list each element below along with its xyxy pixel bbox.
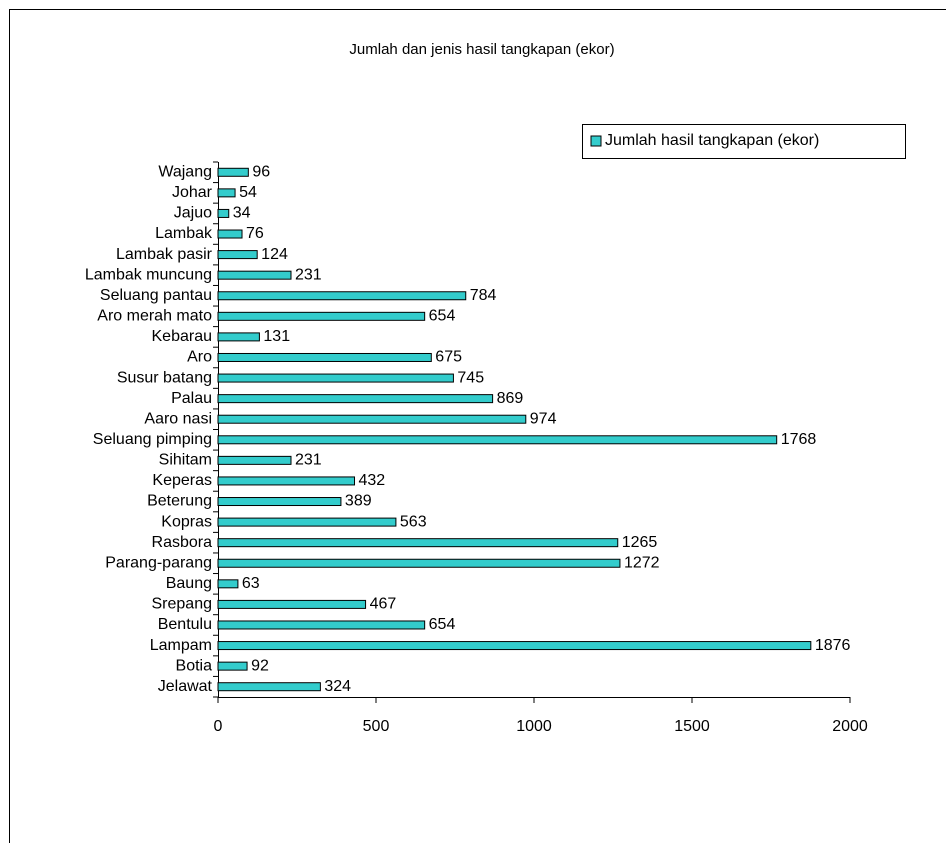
data-label: 131 (263, 328, 290, 345)
y-tick-label: Srepang (152, 596, 213, 613)
y-tick-label: Aro (187, 349, 212, 366)
x-tick-label: 1500 (674, 718, 710, 735)
bar (217, 476, 356, 486)
y-tick-label: Seluang pantau (100, 287, 212, 304)
y-tick-label: Rasbora (152, 534, 213, 551)
data-label: 745 (457, 369, 484, 386)
y-tick-label: Seluang pimping (93, 431, 212, 448)
bar (217, 641, 812, 651)
bar (217, 394, 494, 404)
y-tick-label: Aro merah mato (97, 308, 212, 325)
y-tick-label: Jajuo (174, 205, 212, 222)
data-label: 1768 (781, 431, 817, 448)
data-label: 63 (242, 575, 260, 592)
data-label: 654 (429, 308, 456, 325)
data-label: 1265 (622, 534, 658, 551)
legend-swatch (590, 135, 602, 147)
bar (217, 620, 426, 630)
bar (217, 599, 367, 609)
bar (217, 558, 621, 568)
y-tick-label: Wajang (158, 164, 212, 181)
data-label: 124 (261, 246, 288, 263)
data-label: 974 (530, 410, 557, 427)
y-tick-label: Lambak pasir (116, 246, 213, 263)
bar (217, 311, 426, 321)
x-tick-label: 0 (214, 718, 223, 735)
y-tick-label: Lambak muncung (85, 266, 212, 283)
data-label: 1876 (815, 637, 851, 654)
y-tick-label: Kopras (161, 513, 212, 530)
y-tick-label: Bentulu (158, 616, 212, 633)
data-label: 675 (435, 349, 462, 366)
y-tick-label: Aaro nasi (144, 410, 212, 427)
bar (217, 497, 342, 507)
bar (217, 208, 230, 218)
y-tick-label: Baung (166, 575, 212, 592)
bar (217, 682, 321, 692)
data-label: 563 (400, 513, 427, 530)
y-tick-label: Susur batang (117, 369, 212, 386)
bar (217, 291, 467, 301)
data-label: 76 (246, 225, 264, 242)
data-label: 654 (429, 616, 456, 633)
bar (217, 188, 236, 198)
legend-label: Jumlah hasil tangkapan (ekor) (605, 132, 819, 149)
x-tick-label: 2000 (832, 718, 868, 735)
bar (217, 167, 249, 177)
data-label: 231 (295, 266, 322, 283)
data-label: 1272 (624, 554, 660, 571)
bar (217, 332, 260, 342)
data-label: 34 (233, 205, 251, 222)
data-label: 54 (239, 184, 257, 201)
bar (217, 352, 432, 362)
x-tick-label: 500 (363, 718, 390, 735)
y-tick-label: Palau (171, 390, 212, 407)
bar (217, 250, 258, 260)
bar (217, 661, 248, 671)
bar (217, 435, 778, 445)
y-tick-label: Johar (172, 184, 213, 201)
bar (217, 373, 454, 383)
bar (217, 229, 243, 239)
y-tick-label: Lampam (150, 637, 212, 654)
y-tick-label: Keperas (152, 472, 212, 489)
y-tick-label: Beterung (147, 493, 212, 510)
legend-box (582, 124, 906, 159)
y-tick-label: Kebarau (152, 328, 213, 345)
data-label: 389 (345, 493, 372, 510)
bar (217, 270, 292, 280)
chart-title: Jumlah dan jenis hasil tangkapan (ekor) (349, 41, 614, 58)
data-label: 96 (252, 164, 270, 181)
data-label: 467 (370, 596, 397, 613)
data-label: 92 (251, 657, 269, 674)
data-label: 869 (497, 390, 524, 407)
y-tick-label: Sihitam (159, 452, 212, 469)
y-tick-label: Botia (176, 657, 213, 674)
y-tick-label: Jelawat (158, 678, 213, 695)
y-tick-label: Parang-parang (105, 554, 212, 571)
bar (217, 579, 239, 589)
data-label: 432 (359, 472, 386, 489)
bar (217, 414, 527, 424)
data-label: 324 (324, 678, 351, 695)
bar (217, 538, 619, 548)
bar (217, 517, 397, 527)
data-label: 784 (470, 287, 497, 304)
y-tick-label: Lambak (155, 225, 213, 242)
bar (217, 455, 292, 465)
data-label: 231 (295, 452, 322, 469)
x-tick-label: 1000 (516, 718, 552, 735)
